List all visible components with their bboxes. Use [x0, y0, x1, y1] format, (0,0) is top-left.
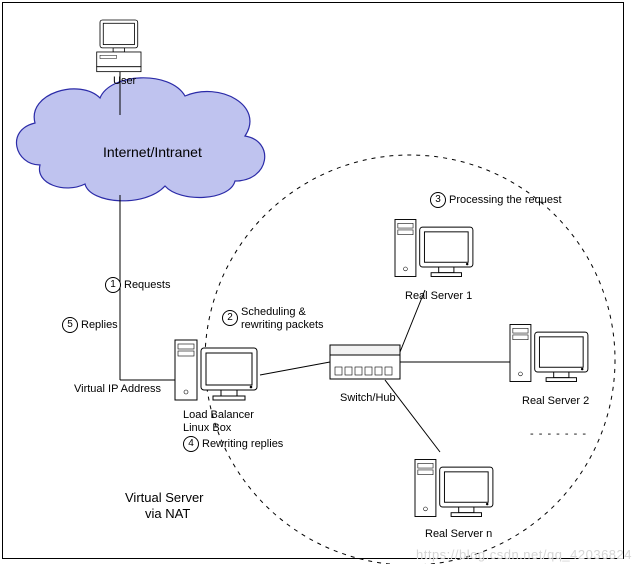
step-2-num: 2 [222, 310, 238, 326]
step-3-num: 3 [430, 192, 446, 208]
step-3-label: Processing the request [449, 194, 562, 206]
rs2-label: Real Server 2 [522, 395, 589, 407]
vector-layer [0, 0, 634, 564]
ellipsis-label: - - - - - - - [530, 428, 587, 440]
step-4-num: 4 [183, 436, 199, 452]
vip-label: Virtual IP Address [74, 383, 161, 395]
step-1-num: 1 [105, 277, 121, 293]
watermark-text: https://blog.csdn.net/qq_42036824 [416, 547, 632, 562]
user-label: User [113, 75, 136, 87]
step-5-num: 5 [62, 317, 78, 333]
rs1-label: Real Server 1 [405, 290, 472, 302]
cloud-label: Internet/Intranet [103, 144, 202, 160]
step-2-label-a: Scheduling & [241, 306, 306, 318]
diagram-canvas: User Internet/Intranet 1 Requests 5 Repl… [0, 0, 634, 564]
lb-label-2: Linux Box [183, 422, 231, 434]
rsn-label: Real Server n [425, 528, 492, 540]
title-line-1: Virtual Server [125, 490, 204, 505]
switch-label: Switch/Hub [340, 392, 396, 404]
step-5-label: Replies [81, 319, 118, 331]
title-line-2: via NAT [145, 506, 190, 521]
step-4-label: Rewriting replies [202, 438, 283, 450]
lb-label-1: Load Balancer [183, 409, 254, 421]
step-1-label: Requests [124, 279, 170, 291]
step-2-label-b: rewriting packets [241, 319, 324, 331]
